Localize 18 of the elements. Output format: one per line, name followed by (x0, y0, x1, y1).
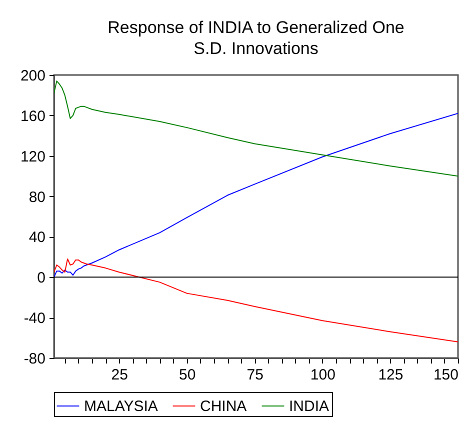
x-tick-label: 125 (378, 366, 404, 384)
legend-label: INDIA (289, 398, 330, 415)
y-tick-label: -80 (24, 350, 46, 368)
y-tick-label: 160 (20, 108, 46, 125)
x-tick-label: 50 (179, 366, 196, 384)
x-tick-label: 25 (111, 366, 128, 384)
legend-label: MALAYSIA (84, 398, 158, 415)
y-tick-label: 40 (28, 229, 46, 246)
y-tick-label: 80 (28, 188, 46, 206)
chart-title: Response of INDIA to Generalized One S.D. Innovations (108, 18, 404, 58)
y-tick-label: -40 (24, 310, 46, 328)
x-tick-label: 100 (310, 366, 336, 384)
legend-label: CHINA (200, 398, 247, 415)
y-tick-label: 120 (20, 148, 46, 166)
y-tick-label: 0 (37, 270, 46, 287)
x-tick-label: 150 (433, 366, 458, 384)
y-tick-label: 200 (20, 68, 46, 84)
x-tick-label: 75 (246, 366, 264, 384)
